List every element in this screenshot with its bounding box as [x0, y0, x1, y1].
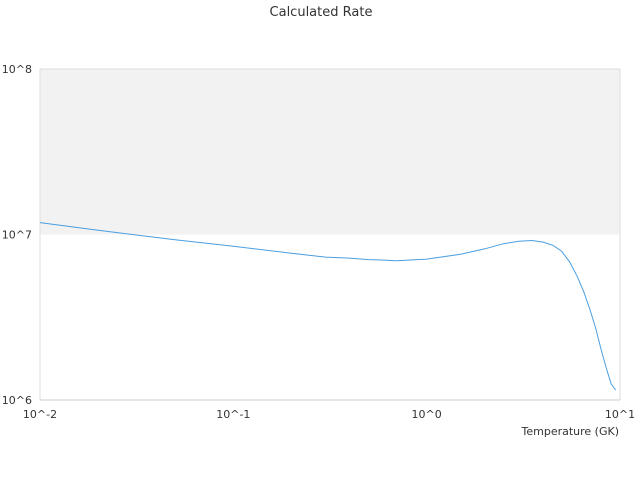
y-tick-label: 10^8 — [2, 63, 32, 76]
shaded-band — [40, 69, 620, 235]
chart-title: Calculated Rate — [270, 5, 373, 20]
x-tick-label: 10^0 — [412, 408, 442, 421]
tick-labels: 10^-2 10^-1 10^0 10^1 10^6 10^7 10^8 — [2, 63, 635, 421]
series-line — [39, 222, 617, 391]
x-tick-label: 10^-1 — [216, 408, 250, 421]
x-tick-label: 10^-2 — [23, 408, 57, 421]
x-axis-label: Temperature (GK) — [521, 425, 620, 438]
y-tick-label: 10^6 — [2, 394, 32, 407]
y-tick-label: 10^7 — [2, 229, 32, 242]
x-tick-label: 10^1 — [605, 408, 635, 421]
